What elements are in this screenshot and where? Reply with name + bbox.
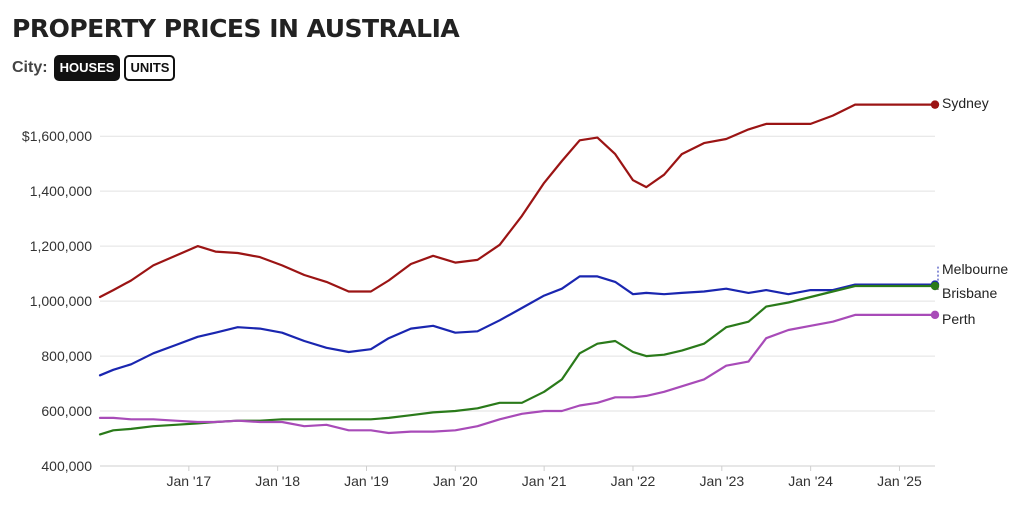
x-tick-label: Jan '23 xyxy=(699,473,744,489)
series-label-brisbane: Brisbane xyxy=(942,285,997,301)
x-tick-label: Jan '17 xyxy=(166,473,211,489)
series-line-melbourne xyxy=(98,275,937,377)
series-label-perth: Perth xyxy=(942,311,975,327)
chart-title: PROPERTY PRICES IN AUSTRALIA xyxy=(12,14,460,43)
y-tick-label: 1,400,000 xyxy=(30,183,92,199)
series-end-marker-sydney xyxy=(930,100,940,109)
y-tick-label: 800,000 xyxy=(41,348,92,364)
x-tick-label: Jan '18 xyxy=(255,473,300,489)
y-tick-label: 1,200,000 xyxy=(30,238,92,254)
houses-toggle-button[interactable]: HOUSES xyxy=(53,55,121,81)
series-end-marker-brisbane xyxy=(930,281,940,291)
units-toggle-button[interactable]: UNITS xyxy=(124,55,176,81)
x-tick-label: Jan '21 xyxy=(522,473,567,489)
y-tick-label: 1,000,000 xyxy=(30,293,92,309)
x-tick-label: Jan '24 xyxy=(788,473,833,489)
x-tick-label: Jan '19 xyxy=(344,473,389,489)
series-line-perth xyxy=(98,313,937,435)
series-label-sydney: Sydney xyxy=(942,95,989,111)
series-line-brisbane xyxy=(98,284,937,436)
x-tick-label: Jan '22 xyxy=(611,473,656,489)
y-tick-label: 400,000 xyxy=(41,458,92,474)
series-end-marker-perth xyxy=(930,310,940,320)
y-tick-label: $1,600,000 xyxy=(22,128,92,144)
city-filter: City: HOUSES UNITS xyxy=(12,55,179,81)
y-tick-label: 600,000 xyxy=(41,403,92,419)
series-line-sydney xyxy=(98,103,937,299)
x-tick-label: Jan '20 xyxy=(433,473,478,489)
x-tick-label: Jan '25 xyxy=(877,473,922,489)
series-label-melbourne: Melbourne xyxy=(942,261,1008,277)
city-filter-label: City: xyxy=(12,59,48,76)
